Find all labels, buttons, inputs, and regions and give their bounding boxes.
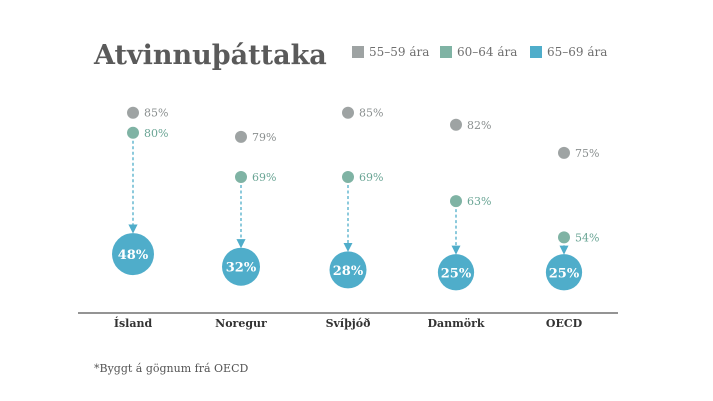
legend-label-2: 60–64 ára — [457, 45, 517, 59]
label-65-69-oecd: 25% — [549, 266, 580, 281]
category-sv-j: Svíþjóð — [326, 317, 371, 330]
label-55-59-oecd: 75% — [575, 147, 599, 160]
point-55-59-sv-j — [342, 106, 354, 119]
point-55-59-sland — [127, 106, 139, 119]
point-55-59-oecd — [558, 146, 570, 159]
chart-title: Atvinnuþáttaka — [93, 40, 327, 71]
category-noregur: Noregur — [215, 317, 267, 330]
bubble-65-69-noregur — [222, 247, 260, 286]
legend-label-3: 65–69 ára — [547, 45, 607, 59]
bubble-65-69-danm-rk — [437, 254, 475, 291]
category-labels: Ísland Noregur Svíþjóð Danmörk OECD — [114, 316, 583, 330]
label-65-69-sv-j: 28% — [333, 264, 364, 279]
label-55-59-noregur: 79% — [252, 131, 276, 144]
legend: 55–59 ára 60–64 ára 65–69 ára — [352, 45, 607, 59]
label-65-69-sland: 48% — [118, 248, 149, 263]
label-55-59-sland: 85% — [144, 107, 168, 120]
label-60-64-sland: 80% — [144, 127, 168, 140]
point-60-64-sv-j — [342, 171, 354, 184]
legend-swatch-3 — [530, 46, 542, 58]
category-oecd: OECD — [546, 317, 583, 330]
point-60-64-oecd — [558, 231, 570, 244]
label-55-59-danm-rk: 82% — [467, 119, 491, 132]
category-danm-rk: Danmörk — [427, 317, 484, 330]
point-60-64-danm-rk — [450, 195, 462, 208]
point-60-64-noregur — [235, 171, 247, 184]
label-60-64-danm-rk: 63% — [467, 195, 491, 208]
category-sland: Ísland — [114, 316, 153, 330]
chart-marks: 85% 80% 48% 79% 69% 32% 85% 69% 28% 82% 63% 25% 75% 5… — [112, 106, 599, 291]
footnote: *Byggt á gögnum frá OECD — [94, 362, 249, 375]
bubble-65-69-oecd — [545, 254, 583, 291]
legend-swatch-1 — [352, 46, 364, 58]
bubble-65-69-sv-j — [329, 251, 367, 289]
label-60-64-oecd: 54% — [575, 231, 599, 244]
point-60-64-sland — [127, 126, 139, 139]
point-55-59-noregur — [235, 130, 247, 143]
point-55-59-danm-rk — [450, 118, 462, 131]
label-60-64-noregur: 69% — [252, 171, 276, 184]
legend-swatch-2 — [440, 46, 452, 58]
legend-label-1: 55–59 ára — [369, 45, 429, 59]
label-65-69-danm-rk: 25% — [441, 266, 472, 281]
label-60-64-sv-j: 69% — [359, 171, 383, 184]
label-65-69-noregur: 32% — [226, 261, 257, 276]
bubble-65-69-sland — [112, 233, 154, 276]
label-55-59-sv-j: 85% — [359, 107, 383, 120]
